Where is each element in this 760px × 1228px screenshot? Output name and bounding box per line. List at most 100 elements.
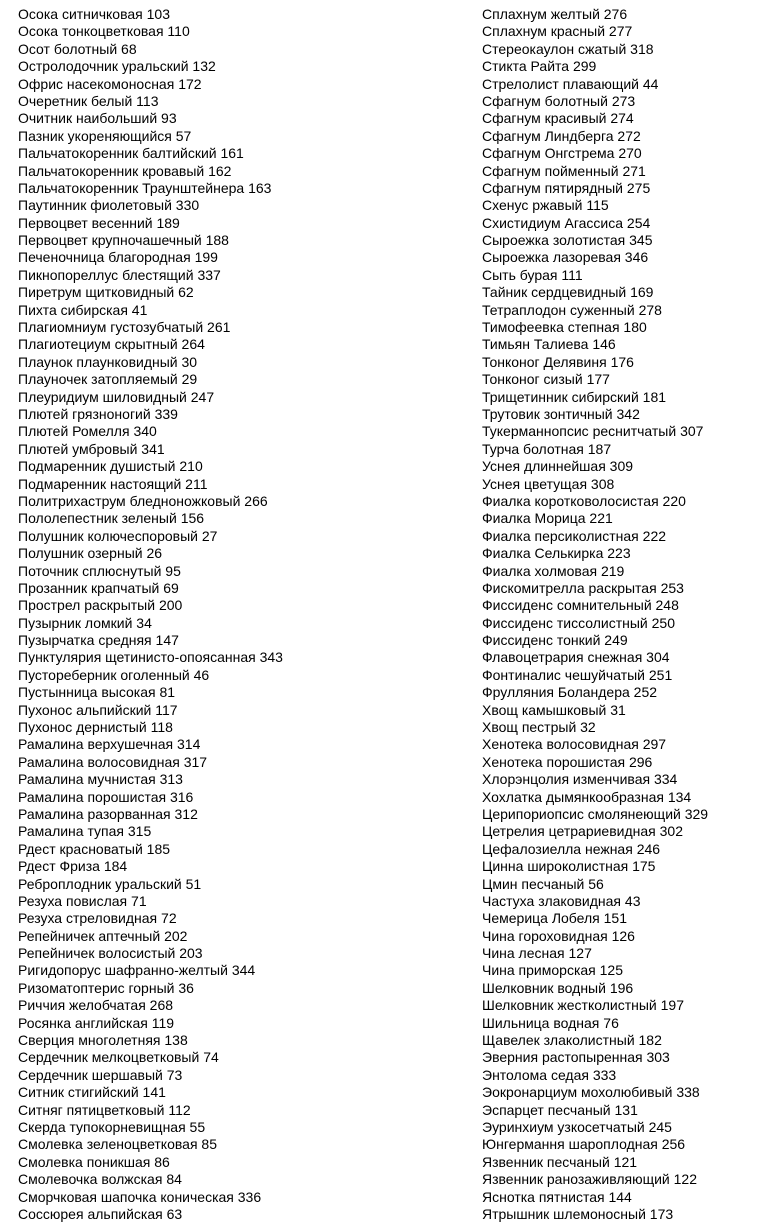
index-entry: Фискомитрелла раскрытая 253	[482, 579, 684, 596]
index-entry: Рамалина порошистая 316	[18, 788, 194, 805]
index-entry: Тимьян Талиева 146	[482, 336, 616, 353]
index-entry: Фиссиденс тонкий 249	[482, 632, 628, 649]
index-entry: Флавоцетрария снежная 304	[482, 649, 670, 666]
index-entry: Ригидопорус шафранно-желтый 344	[18, 962, 256, 979]
index-entry: Рдест красноватый 185	[18, 840, 171, 857]
index-entry: Рамалина мучнистая 313	[18, 771, 183, 788]
index-entry: Политрихаструм бледноножковый 266	[18, 492, 268, 509]
index-entry: Сплахнум красный 277	[482, 23, 633, 40]
index-entry: Турча болотная 187	[482, 440, 612, 457]
index-entry: Эуринхиум узкосетчатый 245	[482, 1119, 672, 1135]
index-entry: Сыроежка золотистая 345	[482, 232, 653, 249]
index-entry: Осока тонкоцветковая 110	[18, 23, 190, 40]
index-entry: Репейничек волосистый 203	[18, 945, 203, 962]
index-entry: Фиссиденс сомнительный 248	[482, 597, 679, 614]
index-entry: Уснея длиннейшая 309	[482, 458, 634, 475]
index-entry: Резуха повислая 71	[18, 892, 147, 909]
index-entry: Яснотка пятнистая 144	[482, 1188, 632, 1205]
index-entry: Схистидиум Агассиса 254	[482, 214, 651, 231]
index-entry: Стрелолист плавающий 44	[482, 75, 659, 92]
index-entry: Фиалка коротковолосистая 220	[482, 492, 686, 509]
index-entry: Тукерманнопсис реснитчатый 307	[482, 423, 704, 440]
index-entry: Трутовик зонтичный 342	[482, 405, 640, 422]
index-entry: Смолевочка волжская 84	[18, 1171, 182, 1188]
index-entry: Плютей Ромелля 340	[18, 423, 157, 440]
index-entry: Пиретрум щитковидный 62	[18, 284, 194, 301]
index-entry: Эспарцет песчаный 131	[482, 1101, 638, 1118]
index-entry: Фиалка холмовая 219	[482, 562, 625, 579]
index-entry: Скерда тупокорневищная 55	[18, 1119, 206, 1135]
index-entry: Щавелек злаколистный 182	[482, 1032, 662, 1049]
index-entry: Плагиомниум густозубчатый 261	[18, 319, 231, 336]
index-entry: Пололепестник зеленый 156	[18, 510, 205, 527]
index-entry: Плютей грязноногий 339	[18, 405, 178, 422]
index-entry: Хвощ пестрый 32	[482, 719, 596, 736]
index-entry: Схенус ржавый 115	[482, 197, 609, 214]
index-entry: Цетрелия цетрариевидная 302	[482, 823, 683, 840]
index-entry: Прострел раскрытый 200	[18, 597, 183, 614]
index-entry: Сплахнум желтый 276	[482, 6, 628, 22]
index-entry: Ятрышник шлемоносный 173	[482, 1205, 674, 1222]
index-entry: Хохлатка дымянкообразная 134	[482, 788, 692, 805]
index-entry: Эверния растопыренная 303	[482, 1049, 670, 1066]
index-entry: Тонконог Делявиня 176	[482, 353, 634, 370]
index-entry: Пузырник ломкий 34	[18, 614, 152, 631]
index-entry: Ризоматоптерис горный 36	[18, 979, 194, 996]
index-entry: Сердечник шершавый 73	[18, 1066, 183, 1083]
index-entry: Реброплодник уральский 51	[18, 875, 202, 892]
index-entry: Хенотека порошистая 296	[482, 753, 653, 770]
index-entry: Шильница водная 76	[482, 1014, 619, 1031]
index-entry: Шелковник водный 196	[482, 979, 634, 996]
index-entry: Пальчатокоренник Траунштейнера 163	[18, 179, 272, 196]
index-entry: Ситник стигийский 141	[18, 1084, 166, 1101]
index-entry: Трищетинник сибирский 181	[482, 388, 667, 405]
index-entry: Рамалина волосовидная 317	[18, 753, 208, 770]
index-entry: Осока ситничковая 103	[18, 6, 170, 22]
index-entry: Репейничек аптечный 202	[18, 927, 188, 944]
index-entry: Сыроежка лазоревая 346	[482, 249, 649, 266]
index-entry: Очитник наибольший 93	[18, 110, 177, 127]
index-entry: Плаунок плаунковидный 30	[18, 353, 198, 370]
index-entry: Поточник сплюснутый 95	[18, 562, 181, 579]
index-entry: Пикнопореллус блестящий 337	[18, 266, 221, 283]
index-entry: Стереокаулон сжатый 318	[482, 40, 654, 57]
index-entry: Плауночек затопляемый 29	[18, 371, 198, 388]
index-entry: Уснея цветущая 308	[482, 475, 615, 492]
index-entry: Паутинник фиолетовый 330	[18, 197, 200, 214]
index-entry: Сфагнум Онгстрема 270	[482, 145, 642, 162]
index-entry: Плютей умбровый 341	[18, 440, 165, 457]
index-entry: Хвощ камышковый 31	[482, 701, 626, 718]
index-entry: Энтолома седая 333	[482, 1066, 617, 1083]
index-entry: Рамалина разорванная 312	[18, 805, 198, 822]
index-entry: Фиалка Морица 221	[482, 510, 613, 527]
index-entry: Юнгермання шароплодная 256	[482, 1136, 686, 1153]
index-entry: Чина гороховидная 126	[482, 927, 635, 944]
index-entry: Фиссиденс тиссолистный 250	[482, 614, 675, 631]
index-entry: Пухонос альпийский 117	[18, 701, 178, 718]
index-entry: Эокронарциум мохолюбивый 338	[482, 1084, 700, 1101]
index-entry: Пальчатокоренник кровавый 162	[18, 162, 232, 179]
index-entry: Тетраплодон суженный 278	[482, 301, 662, 318]
index-entry: Рамалина верхушечная 314	[18, 736, 201, 753]
index-entry: Росянка английская 119	[18, 1014, 175, 1031]
index-entry: Смолевка поникшая 86	[18, 1153, 170, 1170]
index-column-right: Сплахнум желтый 276 Сплахнум красный 277 С…	[482, 6, 708, 1223]
index-entry: Язвенник песчаный 121	[482, 1153, 638, 1170]
index-entry: Чемерица Лобеля 151	[482, 910, 627, 927]
index-entry: Первоцвет весенний 189	[18, 214, 180, 231]
index-column-left: Осока ситничковая 103 Осока тонкоцветкова…	[18, 6, 283, 1223]
index-entry: Прозанник крапчатый 69	[18, 579, 179, 596]
index-entry: Пальчатокоренник балтийский 161	[18, 145, 244, 162]
index-entry: Фиалка Селькирка 223	[482, 545, 631, 562]
index-entry: Сфагнум Линдберга 272	[482, 127, 641, 144]
index-entry: Рамалина тупая 315	[18, 823, 152, 840]
index-entry: Осот болотный 68	[18, 40, 137, 57]
index-entry: Стикта Райта 299	[482, 58, 597, 75]
index-entry: Сморчковая шапочка коническая 336	[18, 1188, 262, 1205]
index-entry: Подмаренник настоящий 211	[18, 475, 208, 492]
index-entry: Остролодочник уральский 132	[18, 58, 216, 75]
index-entry: Полушник озерный 26	[18, 545, 163, 562]
index-entry: Первоцвет крупночашечный 188	[18, 232, 229, 249]
index-entry: Шелковник жестколистный 197	[482, 997, 684, 1014]
index-entry: Плагиотециум скрытный 264	[18, 336, 205, 353]
